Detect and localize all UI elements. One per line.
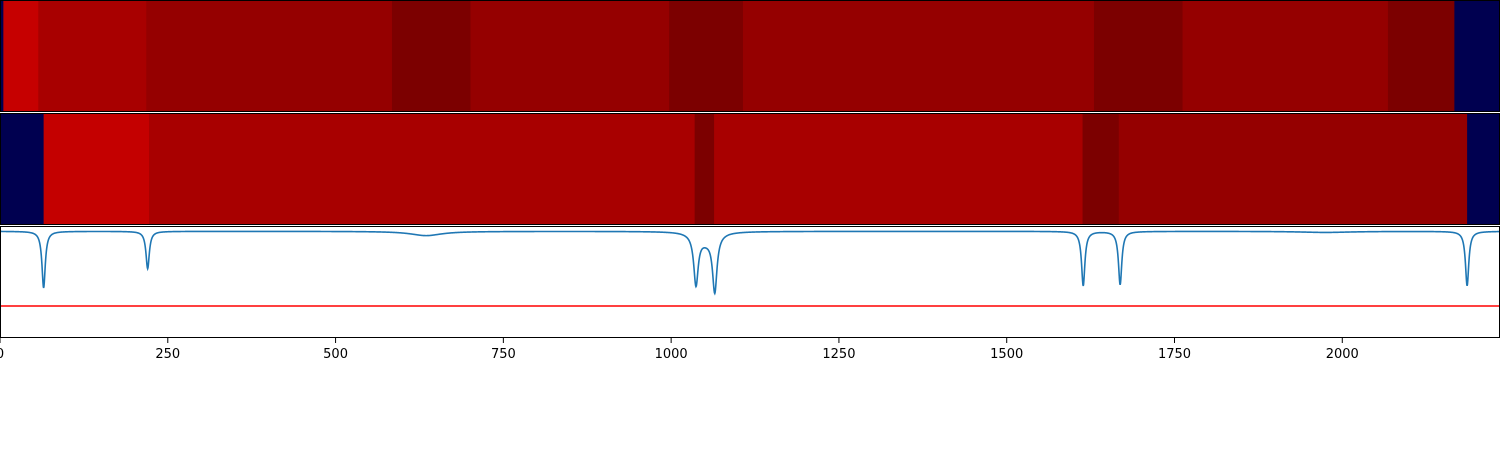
x-tick-label: 500: [323, 347, 348, 362]
x-tick-label: 1500: [990, 347, 1023, 362]
heatmap-track-1-segment: [38, 0, 147, 112]
heatmap-track-2-segment: [1467, 113, 1500, 225]
x-tick-label: 1000: [655, 347, 688, 362]
heatmap-track-1-segment: [3, 0, 39, 112]
heatmap-track-1-segment: [1454, 0, 1500, 112]
heatmap-track-2-segment: [1118, 113, 1468, 225]
heatmap-track-1-segment: [1387, 0, 1455, 112]
heatmap-track-1-segment: [470, 0, 670, 112]
heatmap-track-1-segment: [0, 0, 4, 112]
heatmap-tracks: [0, 0, 1500, 225]
heatmap-track-2-segment: [714, 113, 1084, 225]
signal-panel: [0, 226, 1500, 338]
signal-panel-frame: [0, 226, 1500, 338]
x-tick-label: 1250: [822, 347, 855, 362]
heatmap-track-2-segment: [0, 113, 45, 225]
x-tick-label: 0: [0, 347, 4, 362]
heatmap-track-2-segment: [43, 113, 150, 225]
heatmap-track-1-segment: [146, 0, 393, 112]
heatmap-track-2-segment: [148, 113, 696, 225]
heatmap-track-1-segment: [1182, 0, 1389, 112]
x-tick-label: 1750: [1158, 347, 1191, 362]
heatmap-track-2-segment: [1082, 113, 1120, 225]
heatmap-track-2-segment: [694, 113, 715, 225]
heatmap-track-1-segment: [391, 0, 471, 112]
x-tick-label: 2000: [1326, 347, 1359, 362]
heatmap-track-1-segment: [1093, 0, 1184, 112]
heatmap-track-1-segment: [742, 0, 1095, 112]
x-tick-label: 750: [491, 347, 516, 362]
x-tick-label: 250: [155, 347, 180, 362]
x-axis: 0 250 500 750 1000 1250 1500 1750 2000: [0, 338, 1359, 362]
signal-line: [0, 230, 1500, 296]
heatmap-track-1-segment: [669, 0, 744, 112]
